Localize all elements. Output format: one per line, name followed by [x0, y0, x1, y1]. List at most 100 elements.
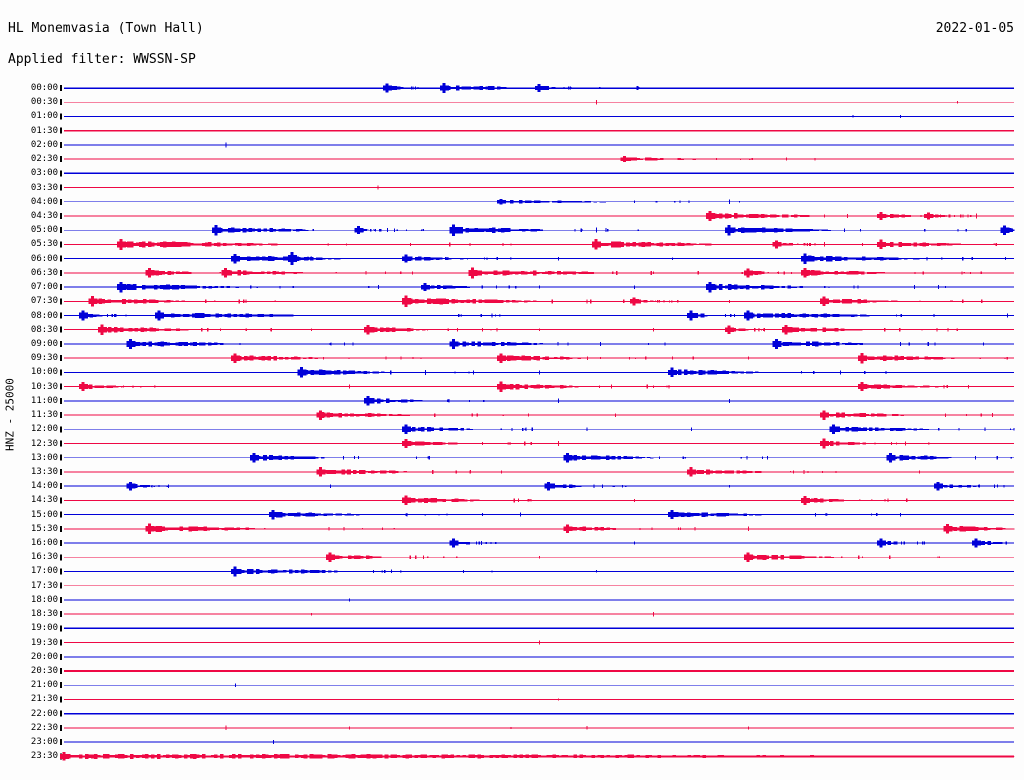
event-coda-segment: [392, 399, 396, 402]
event-coda-segment: [287, 314, 291, 317]
event-coda-segment: [193, 285, 197, 289]
event-coda-segment: [674, 243, 679, 246]
event-coda-segment: [938, 484, 942, 489]
row-tick-mark: [60, 696, 62, 703]
event-coda-segment: [433, 441, 437, 446]
aftershock-tick: [814, 243, 816, 246]
event-coda-segment: [262, 570, 266, 573]
aftershock-tick: [853, 513, 855, 516]
event-coda-segment: [878, 272, 883, 274]
aftershock-tick: [800, 371, 803, 374]
event-coda-segment: [130, 485, 135, 488]
event-coda-segment: [175, 284, 179, 290]
event-coda-segment: [886, 428, 891, 431]
event-coda-segment: [554, 201, 559, 203]
event-coda-segment: [164, 314, 169, 317]
event-coda-segment: [885, 755, 889, 757]
aftershock-tick: [946, 385, 948, 388]
event-coda-segment: [409, 471, 414, 473]
event-coda-segment: [810, 327, 814, 332]
micro-event-tick: [349, 598, 350, 602]
event-coda-segment: [449, 86, 454, 90]
event-coda-segment: [255, 357, 260, 360]
event-coda-segment: [690, 755, 694, 758]
event-coda-segment: [866, 428, 870, 431]
event-coda-segment: [136, 242, 140, 247]
applied-filter-label: Applied filter: WWSSN-SP: [8, 52, 196, 67]
event-coda-segment: [383, 328, 387, 332]
micro-event-tick: [900, 342, 901, 346]
event-coda-segment: [847, 441, 852, 446]
micro-event-tick: [672, 356, 673, 360]
micro-event-tick: [558, 698, 559, 701]
micro-event-tick: [425, 370, 426, 375]
event-coda-segment: [847, 342, 852, 346]
event-coda-segment: [90, 754, 95, 759]
event-coda-segment: [776, 242, 781, 247]
row-tick-mark: [60, 198, 62, 205]
event-coda-segment: [99, 755, 104, 758]
event-coda-segment: [762, 554, 767, 560]
event-coda-segment: [454, 498, 459, 503]
event-coda-segment: [318, 754, 323, 759]
event-coda-segment: [883, 384, 887, 389]
event-coda-segment: [698, 513, 703, 516]
event-coda-segment: [451, 427, 455, 431]
event-coda-segment: [757, 313, 761, 318]
event-coda-segment: [516, 755, 521, 758]
trace-row: [60, 410, 1014, 420]
event-coda-segment: [856, 315, 861, 316]
aftershock-tick: [515, 285, 517, 289]
micro-event-tick: [729, 398, 730, 403]
aftershock-tick: [967, 384, 970, 389]
row-tick-mark: [60, 639, 62, 646]
event-coda-segment: [860, 299, 865, 303]
event-coda-segment: [247, 256, 251, 261]
time-axis-tick-label: 01:00: [30, 111, 58, 122]
row-tick-mark: [60, 227, 62, 234]
event-coda-segment: [338, 513, 342, 516]
event-coda-segment: [925, 429, 930, 430]
event-coda-segment: [424, 428, 428, 431]
event-coda-segment: [325, 370, 329, 375]
time-axis-tick-label: 02:00: [30, 139, 58, 150]
aftershock-tick: [466, 257, 469, 260]
micro-event-tick: [900, 512, 901, 517]
event-coda-segment: [178, 241, 182, 247]
event-coda-segment: [130, 284, 134, 290]
event-coda-segment: [998, 527, 1003, 530]
event-coda-segment: [956, 527, 961, 531]
event-coda-segment: [172, 343, 176, 345]
aftershock-tick: [438, 513, 440, 516]
aftershock-tick: [749, 158, 751, 160]
event-coda-segment: [736, 470, 741, 474]
event-coda-segment: [459, 227, 464, 234]
event-coda-segment: [348, 370, 353, 375]
event-coda-segment: [113, 300, 117, 303]
event-coda-segment: [892, 214, 897, 218]
event-coda-segment: [776, 228, 781, 232]
event-coda-segment: [897, 755, 901, 757]
event-coda-segment: [732, 327, 736, 332]
event-coda-segment: [865, 343, 870, 345]
event-coda-segment: [500, 87, 504, 89]
event-coda-segment: [294, 754, 299, 758]
event-coda-segment: [993, 756, 997, 757]
event-coda-segment: [760, 471, 765, 473]
event-coda-segment: [341, 469, 345, 475]
trace-row: [60, 538, 1014, 548]
event-coda-segment: [494, 87, 498, 89]
event-coda-segment: [754, 470, 759, 474]
event-coda-segment: [771, 555, 776, 560]
event-coda-segment: [907, 242, 912, 247]
event-coda-segment: [378, 371, 382, 373]
event-coda-segment: [585, 755, 590, 758]
event-coda-segment: [218, 228, 223, 233]
aftershock-tick: [857, 285, 859, 289]
trace-baseline: [64, 571, 1014, 572]
event-coda-segment: [823, 257, 827, 260]
event-coda-segment: [418, 299, 422, 304]
event-coda-segment: [353, 413, 357, 417]
aftershock-tick: [790, 471, 792, 473]
aftershock-tick: [469, 243, 471, 246]
